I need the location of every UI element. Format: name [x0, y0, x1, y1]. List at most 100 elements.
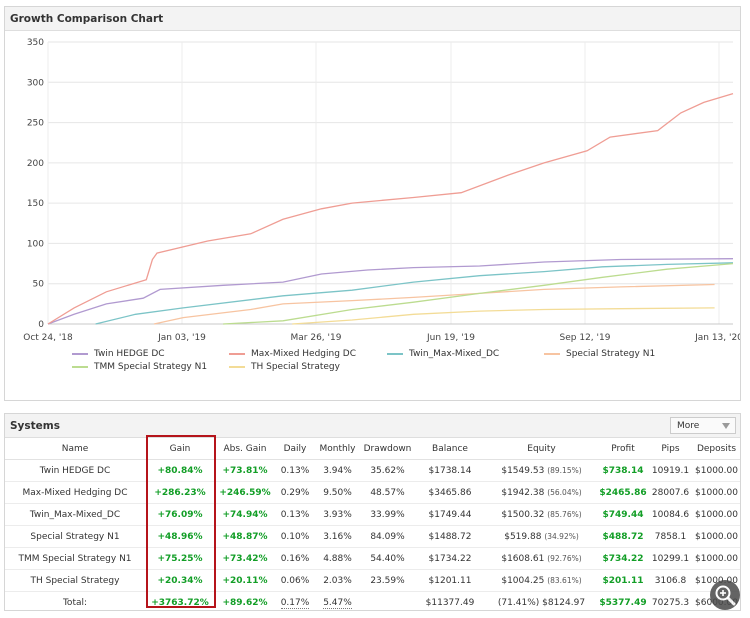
- column-header[interactable]: Name: [5, 438, 145, 460]
- table-cell: 0.10%: [275, 525, 315, 548]
- system-name-link[interactable]: Twin HEDGE DC: [39, 465, 111, 476]
- zoom-icon[interactable]: [710, 580, 740, 610]
- legend-item[interactable]: TMM Special Strategy N1: [72, 362, 207, 372]
- system-name-link[interactable]: Twin_Max-Mixed_DC: [29, 509, 121, 520]
- legend-label: TMM Special Strategy N1: [94, 362, 208, 372]
- gain-value: +48.96%: [157, 531, 203, 542]
- table-cell: $3465.86: [415, 481, 485, 504]
- pips-value: 7858.1: [654, 531, 687, 542]
- system-name-link[interactable]: Special Strategy N1: [30, 531, 120, 542]
- y-tick-label: 0: [38, 320, 44, 330]
- table-cell: $1000.00: [693, 481, 740, 504]
- legend-swatch: [229, 352, 245, 355]
- table-row[interactable]: Twin_Max-Mixed_DC +76.09% +74.94% 0.13% 3.93…: [5, 503, 740, 526]
- more-button[interactable]: More: [670, 417, 736, 434]
- gain-value: +80.84%: [157, 465, 203, 476]
- series-line-1: [47, 92, 734, 325]
- column-header[interactable]: Drawdown: [360, 438, 415, 460]
- equity-percent: (92.76%): [547, 553, 582, 563]
- x-tick-label: Oct 24, '18: [23, 333, 73, 343]
- table-cell: $1000.00: [693, 525, 740, 548]
- system-name-link[interactable]: TH Special Strategy: [30, 575, 120, 586]
- table-cell: $488.72: [598, 525, 648, 548]
- drawdown-value: 35.62%: [370, 465, 405, 476]
- daily-value: 0.06%: [280, 575, 310, 586]
- table-cell: +73.81%: [215, 459, 275, 482]
- table-cell: (71.41%) $8124.97: [485, 592, 598, 614]
- legend-item[interactable]: Max-Mixed Hedging DC: [229, 349, 356, 359]
- table-cell: 4.88%: [315, 547, 360, 570]
- balance-value: $1201.11: [428, 575, 472, 586]
- table-cell: 2.03%: [315, 569, 360, 592]
- balance-value: $1749.44: [428, 509, 472, 520]
- table-cell: TH Special Strategy: [5, 569, 145, 592]
- equity-percent: (83.61%): [547, 575, 582, 585]
- column-header[interactable]: Monthly: [315, 438, 360, 460]
- table-cell: 23.59%: [360, 569, 415, 592]
- table-cell: $749.44: [598, 503, 648, 526]
- legend-item[interactable]: Special Strategy N1: [544, 349, 655, 359]
- total-profit: $5377.49: [599, 597, 647, 608]
- table-row[interactable]: Special Strategy N1 +48.96% +48.87% 0.10% 3.…: [5, 525, 740, 548]
- table-cell: +246.59%: [215, 481, 275, 504]
- table-cell: $1201.11: [415, 569, 485, 592]
- table-cell: $738.14: [598, 459, 648, 482]
- table-cell: 48.57%: [360, 481, 415, 504]
- table-cell: 0.17%: [275, 592, 315, 614]
- chart-title: Growth Comparison Chart: [5, 7, 740, 31]
- column-header[interactable]: Daily: [275, 438, 315, 460]
- column-header[interactable]: Gain: [145, 438, 215, 460]
- system-name-link[interactable]: TMM Special Strategy N1: [18, 553, 132, 564]
- table-row[interactable]: TH Special Strategy +20.34% +20.11% 0.06% 2.…: [5, 569, 740, 592]
- system-name-link[interactable]: Max-Mixed Hedging DC: [22, 487, 128, 498]
- equity-value: $1500.32: [501, 509, 545, 520]
- table-row[interactable]: Twin HEDGE DC +80.84% +73.81% 0.13% 3.94% 35.…: [5, 459, 740, 482]
- table-cell: $1004.25 (83.61%): [485, 569, 598, 592]
- x-tick-label: Jun 19, '19: [426, 333, 475, 343]
- total-pips: 70275.3: [651, 597, 690, 608]
- balance-value: $1734.22: [428, 553, 472, 564]
- table-cell: TMM Special Strategy N1: [5, 547, 145, 570]
- table-cell: 0.06%: [275, 569, 315, 592]
- monthly-value: 3.94%: [323, 465, 352, 476]
- table-cell: $1608.61 (92.76%): [485, 547, 598, 570]
- column-header[interactable]: Deposits: [693, 438, 740, 460]
- table-row[interactable]: Max-Mixed Hedging DC +286.23% +246.59% 0.29…: [5, 481, 740, 504]
- table-cell: 10299.1: [648, 547, 693, 570]
- deposits-value: $1000.00: [695, 553, 738, 564]
- table-cell: +48.87%: [215, 525, 275, 548]
- table-cell: 33.99%: [360, 503, 415, 526]
- legend-item[interactable]: Twin HEDGE DC: [72, 349, 165, 359]
- column-header[interactable]: Pips: [648, 438, 693, 460]
- y-tick-label: 200: [27, 159, 44, 169]
- table-cell: +48.96%: [145, 525, 215, 548]
- profit-value: $488.72: [602, 531, 644, 542]
- table-row[interactable]: TMM Special Strategy N1 +75.25% +73.42% 0.1…: [5, 547, 740, 570]
- column-header[interactable]: Balance: [415, 438, 485, 460]
- abs-gain-value: +73.42%: [222, 553, 268, 564]
- column-header[interactable]: Abs. Gain: [215, 438, 275, 460]
- table-cell: 0.29%: [275, 481, 315, 504]
- legend-label: Max-Mixed Hedging DC: [251, 349, 357, 359]
- equity-percent: (34.92%): [544, 531, 579, 541]
- growth-chart-panel: Growth Comparison Chart 350 300 250 200 150 1…: [4, 6, 741, 401]
- balance-value: $1488.72: [428, 531, 472, 542]
- y-tick-label: 350: [27, 38, 44, 48]
- total-abs-gain: +89.62%: [222, 597, 268, 608]
- column-header[interactable]: Profit: [598, 438, 648, 460]
- table-cell: $5377.49: [598, 592, 648, 614]
- total-balance: $11377.49: [425, 597, 475, 608]
- table-cell: 54.40%: [360, 547, 415, 570]
- legend-item[interactable]: TH Special Strategy: [229, 362, 340, 372]
- legend-item[interactable]: Twin_Max-Mixed_DC: [387, 349, 499, 359]
- table-cell: 3106.8: [648, 569, 693, 592]
- gain-value: +75.25%: [157, 553, 203, 564]
- systems-table: Name Gain Abs. Gain Daily Monthly Drawdown Bal…: [5, 438, 740, 613]
- drawdown-value: 33.99%: [370, 509, 405, 520]
- table-cell: 10084.6: [648, 503, 693, 526]
- column-header[interactable]: Equity: [485, 438, 598, 460]
- table-cell: 3.93%: [315, 503, 360, 526]
- table-cell: Total:: [5, 592, 145, 614]
- drawdown-value: 54.40%: [370, 553, 405, 564]
- systems-title: Systems: [5, 414, 740, 438]
